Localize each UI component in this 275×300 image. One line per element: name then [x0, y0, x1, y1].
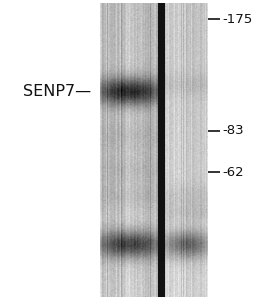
Text: -62: -62	[223, 166, 244, 178]
Text: -83: -83	[223, 124, 244, 137]
Text: SENP7—: SENP7—	[23, 84, 91, 99]
Text: -175: -175	[223, 13, 253, 26]
Bar	[158, 3, 165, 297]
